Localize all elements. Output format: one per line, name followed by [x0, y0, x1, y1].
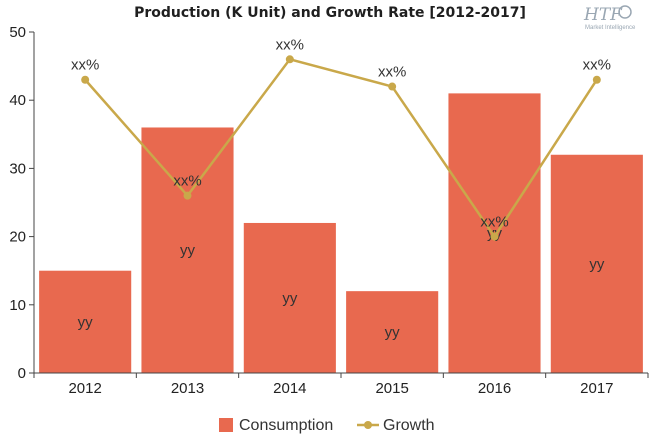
bar-label-2012: yy: [78, 314, 94, 331]
brand-logo: HTF Market Intelligence: [583, 5, 636, 31]
x-tick-label-2012: 2012: [68, 380, 101, 397]
growth-point-2015: [388, 82, 397, 91]
growth-point-2017: [592, 75, 601, 84]
x-tick-label-2015: 2015: [375, 380, 408, 397]
x-tick-label-2013: 2013: [171, 380, 204, 397]
bar-label-2014: yy: [282, 290, 298, 307]
growth-label-2012: xx%: [71, 57, 99, 74]
bar-label-2017: yy: [589, 256, 605, 273]
chart-title: Production (K Unit) and Growth Rate [201…: [134, 5, 526, 21]
logo-subtext: Market Intelligence: [585, 25, 636, 31]
growth-label-2013: xx%: [173, 173, 201, 190]
bar-series-consumption: yyyyyyyyyyyy: [39, 93, 643, 373]
bar-label-2013: yy: [180, 242, 196, 259]
axes: 0 10 20 30 40 50 2012 2013 2014 2015 2016 2017: [9, 24, 649, 397]
legend-swatch-consumption: [219, 418, 233, 432]
y-tick-label-30: 30: [9, 160, 26, 177]
bar-2017: [550, 154, 643, 373]
growth-point-2014: [285, 55, 294, 64]
bar-2013: [141, 127, 234, 373]
growth-point-2013: [183, 191, 192, 200]
bar-2015: [346, 291, 439, 373]
growth-point-2016: [490, 232, 499, 241]
bar-2012: [39, 270, 132, 373]
x-tick-label-2014: 2014: [273, 380, 306, 397]
logo-text: HTF: [583, 5, 623, 25]
bar-label-2015: yy: [385, 324, 401, 341]
legend-label-growth: Growth: [383, 417, 435, 434]
growth-line: [84, 57, 598, 239]
y-tick-label-10: 10: [9, 297, 26, 314]
x-tick-label-2016: 2016: [478, 380, 511, 397]
growth-point-2012: [81, 75, 90, 84]
growth-label-2014: xx%: [276, 36, 304, 53]
logo-globe-icon: [618, 5, 632, 19]
y-tick-label-20: 20: [9, 229, 26, 246]
y-tick-label-0: 0: [18, 365, 26, 382]
legend: Consumption Growth: [219, 417, 435, 434]
legend-label-consumption: Consumption: [239, 417, 333, 434]
y-tick-label-40: 40: [9, 92, 26, 109]
growth-label-2016: xx%: [480, 214, 508, 231]
line-series-growth: xx% xx% xx% xx% xx% xx%: [71, 36, 611, 241]
bar-2014: [243, 222, 336, 373]
legend-marker-growth: [364, 421, 372, 429]
y-tick-label-50: 50: [9, 24, 26, 41]
growth-label-2017: xx%: [583, 57, 611, 74]
x-tick-label-2017: 2017: [580, 380, 613, 397]
growth-label-2015: xx%: [378, 64, 406, 81]
